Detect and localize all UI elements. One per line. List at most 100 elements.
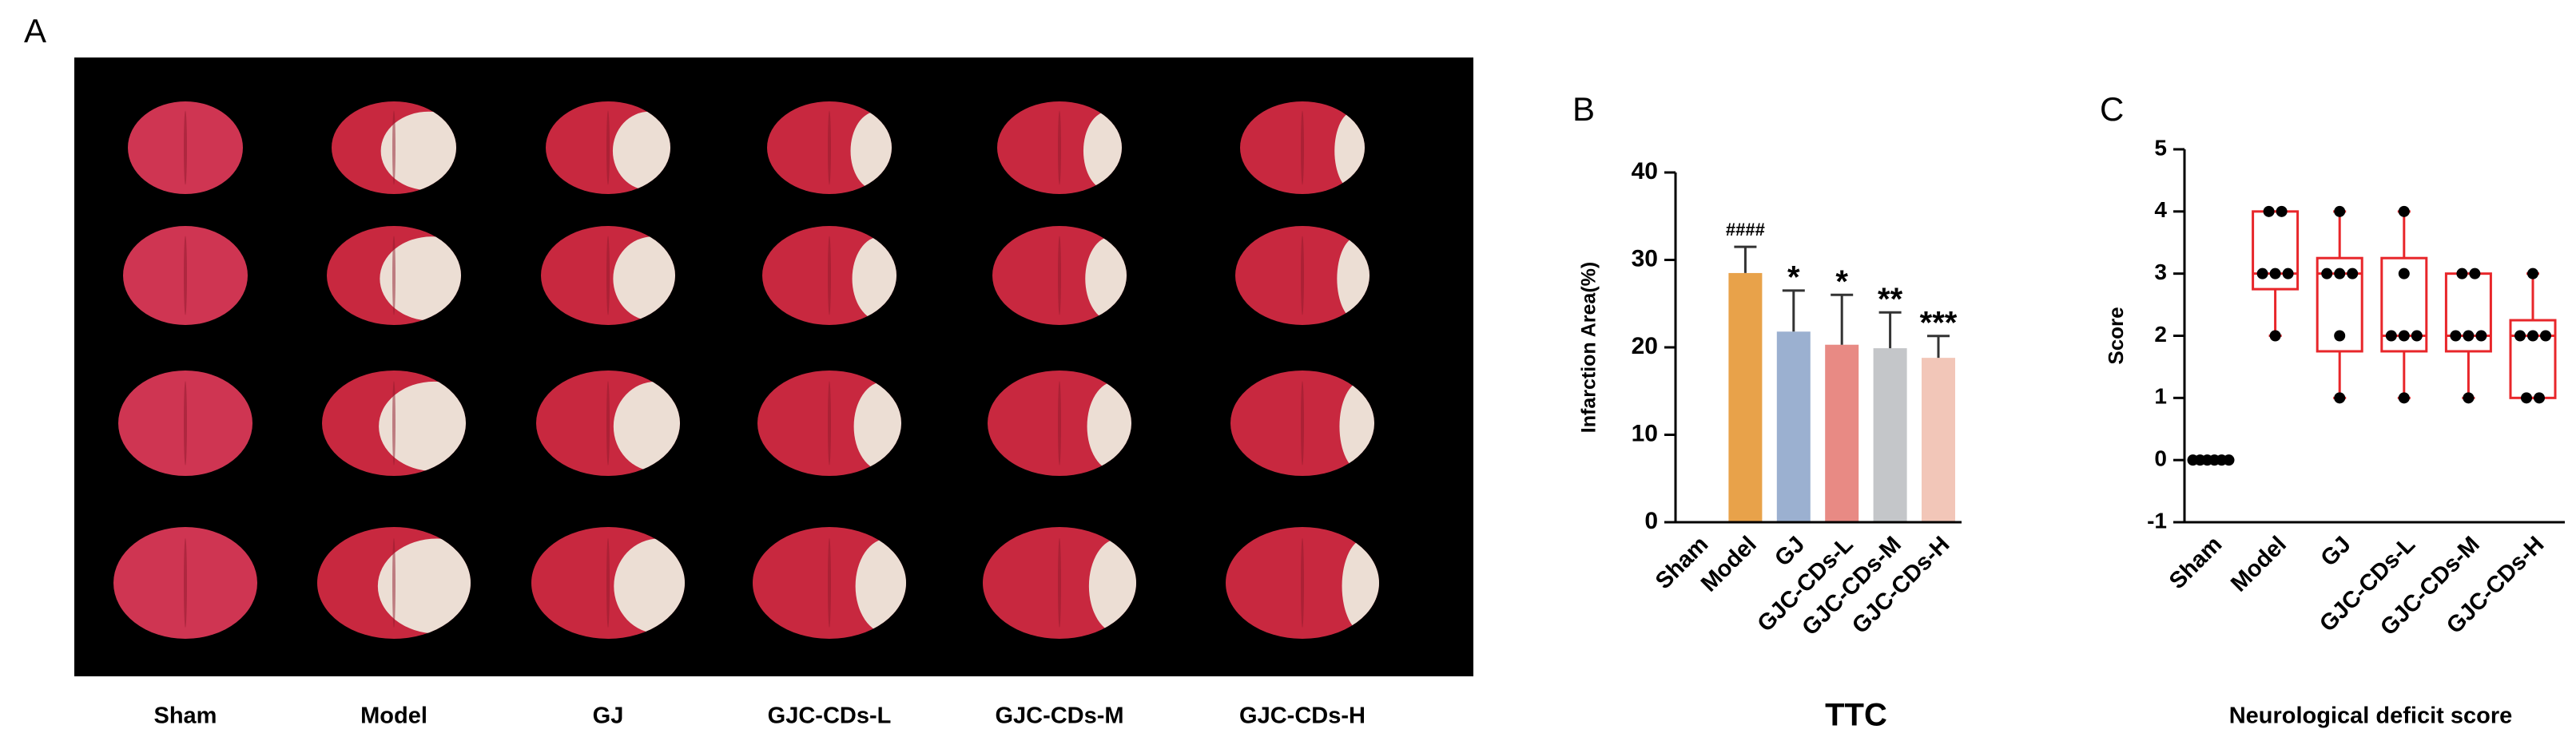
midline <box>828 381 831 466</box>
photo-label: GJC-CDs-H <box>1239 703 1366 729</box>
whisker <box>2526 272 2539 321</box>
y-tick-label: 20 <box>1632 333 1658 359</box>
photo-label: GJC-CDs-M <box>995 703 1123 729</box>
midline <box>606 381 610 466</box>
y-tick-label: 4 <box>2154 197 2167 222</box>
photo-label: Sham <box>154 703 217 729</box>
box <box>2252 210 2300 291</box>
data-point <box>2463 392 2475 404</box>
y-tick-label: 2 <box>2154 322 2167 347</box>
midline <box>1058 110 1061 185</box>
data-point <box>2527 330 2538 342</box>
x-tick-label: GJ <box>2316 532 2356 572</box>
y-axis-label: Score <box>2104 307 2128 364</box>
panel-label: B <box>1572 90 1595 128</box>
whisker <box>2268 289 2282 337</box>
box <box>2316 256 2363 353</box>
y-tick-label: 10 <box>1632 420 1658 446</box>
midline <box>184 381 187 466</box>
data-point <box>2385 330 2397 342</box>
data-point <box>2398 205 2410 217</box>
error-bar <box>1782 289 1805 332</box>
x-tick-label: Model <box>1696 532 1762 597</box>
data-point <box>2282 267 2294 279</box>
x-tick-label: GJ <box>1770 532 1810 572</box>
bar <box>1922 358 1955 522</box>
panel-label: A <box>24 12 46 50</box>
data-point <box>2398 392 2410 404</box>
midline <box>1058 538 1061 628</box>
significance: #### <box>1726 220 1765 240</box>
data-point <box>2223 454 2235 466</box>
data-point <box>2398 330 2410 342</box>
data-point <box>2521 392 2532 404</box>
data-point <box>2398 267 2410 279</box>
midline <box>1301 236 1304 315</box>
bar <box>1825 344 1859 522</box>
error-bar <box>1734 245 1757 273</box>
error-bar <box>1927 335 1950 359</box>
midline <box>828 236 831 315</box>
chart-title: TTC <box>1825 698 1887 733</box>
photo-label: Model <box>360 703 427 729</box>
midline <box>392 236 396 315</box>
box <box>2380 256 2428 353</box>
data-point <box>2469 267 2481 279</box>
x-tick-label: Model <box>2226 532 2292 597</box>
panel-label: C <box>2100 90 2124 128</box>
significance: * <box>1835 264 1848 299</box>
data-point <box>2475 330 2487 342</box>
y-tick-label: 1 <box>2154 384 2167 409</box>
data-point <box>2334 330 2346 342</box>
midline <box>1301 538 1304 628</box>
significance: * <box>1787 260 1800 295</box>
photo-label: GJ <box>593 703 624 729</box>
data-point <box>2450 330 2462 342</box>
midline <box>1058 381 1061 466</box>
midline <box>1058 236 1061 315</box>
bar <box>1728 272 1763 522</box>
data-point <box>2347 267 2359 279</box>
data-point <box>2534 392 2545 404</box>
y-tick-label: 0 <box>2154 446 2167 471</box>
chart-title: Neurological deficit score <box>2229 703 2513 729</box>
y-axis-label: Infarction Area(%) <box>1578 262 1600 433</box>
midline <box>828 538 831 628</box>
midline <box>1301 110 1304 185</box>
x-tick-label: Sham <box>2165 532 2227 594</box>
data-point <box>2256 267 2268 279</box>
data-point <box>2456 267 2468 279</box>
significance: *** <box>1920 305 1958 340</box>
data-point <box>2334 205 2346 217</box>
data-point <box>2334 267 2346 279</box>
y-tick-label: 5 <box>2154 135 2167 160</box>
data-point <box>2411 330 2423 342</box>
y-tick-label: -1 <box>2147 508 2167 533</box>
midline <box>392 381 396 466</box>
bar <box>1873 348 1907 522</box>
data-point <box>2334 392 2346 404</box>
midline <box>184 236 187 315</box>
whisker <box>2333 210 2347 259</box>
whisker <box>2397 210 2411 259</box>
data-point <box>2463 330 2475 342</box>
y-tick-label: 30 <box>1632 245 1658 271</box>
midline <box>828 110 831 185</box>
midline <box>606 236 610 315</box>
data-point <box>2514 330 2526 342</box>
y-tick-label: 3 <box>2154 260 2167 284</box>
data-point <box>2527 267 2538 279</box>
midline <box>392 110 396 185</box>
y-tick-label: 0 <box>1644 508 1658 534</box>
photo-label: GJC-CDs-L <box>768 703 892 729</box>
midline <box>606 538 610 628</box>
whisker <box>2462 351 2475 399</box>
error-bar <box>1878 311 1902 349</box>
box <box>2509 319 2557 399</box>
error-bar <box>1831 293 1854 345</box>
midline <box>392 538 396 628</box>
box <box>2444 272 2492 353</box>
data-point <box>2276 205 2288 217</box>
whisker <box>2333 351 2347 399</box>
significance: ** <box>1878 282 1903 317</box>
